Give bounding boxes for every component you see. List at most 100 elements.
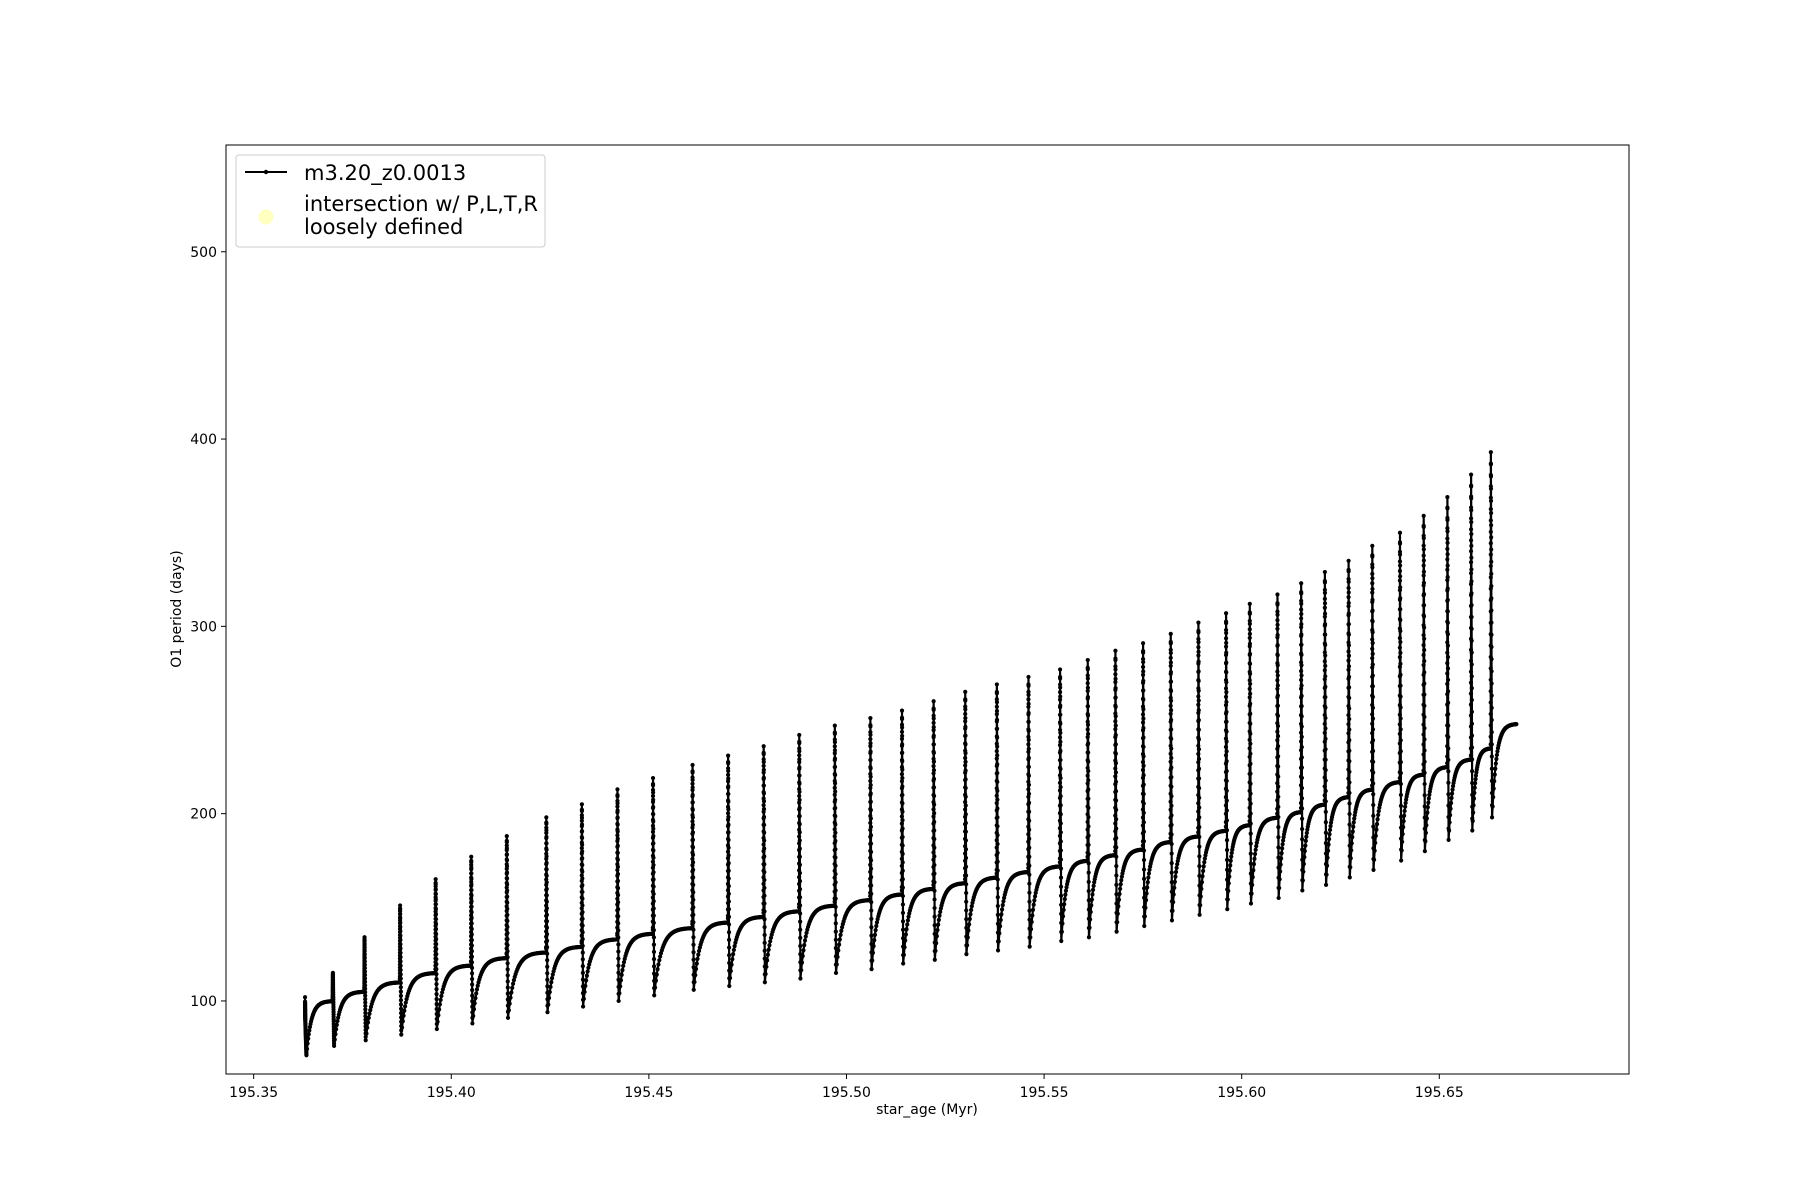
- data-point: [1224, 680, 1229, 685]
- data-point: [1085, 722, 1091, 727]
- data-point: [544, 906, 549, 911]
- data-point: [964, 917, 969, 922]
- data-point: [1223, 644, 1229, 649]
- data-point: [1276, 825, 1281, 830]
- data-point: [505, 1015, 511, 1020]
- data-point: [615, 864, 620, 870]
- data-point: [434, 996, 439, 1002]
- data-point: [505, 936, 510, 942]
- data-point: [1199, 880, 1205, 885]
- data-point: [1370, 712, 1375, 717]
- data-point: [1469, 709, 1474, 714]
- data-point: [963, 768, 968, 773]
- data-point: [1397, 578, 1403, 583]
- data-point: [1370, 640, 1375, 646]
- data-point: [1196, 708, 1201, 713]
- data-point: [1113, 770, 1119, 775]
- data-point: [1421, 513, 1426, 518]
- data-point: [868, 799, 873, 804]
- data-point: [963, 803, 968, 808]
- data-point: [1346, 776, 1351, 781]
- data-point: [583, 983, 588, 988]
- data-point: [900, 927, 906, 932]
- data-point: [1397, 712, 1402, 717]
- data-point: [726, 853, 731, 858]
- data-point: [1446, 792, 1451, 797]
- data-point: [833, 880, 838, 885]
- data-point: [963, 812, 968, 817]
- data-point: [1488, 746, 1493, 751]
- data-point: [621, 963, 626, 969]
- data-point: [1469, 626, 1474, 631]
- data-point: [1322, 605, 1327, 610]
- data-point: [1322, 622, 1328, 627]
- data-point: [473, 995, 478, 1001]
- data-point: [690, 852, 696, 857]
- data-point: [1326, 836, 1332, 842]
- data-point: [870, 958, 875, 963]
- data-point: [1347, 790, 1352, 796]
- data-point: [690, 770, 695, 775]
- data-point: [1251, 868, 1256, 873]
- data-point: [1248, 771, 1253, 776]
- data-point: [1058, 694, 1063, 699]
- data-point: [1196, 630, 1201, 635]
- data-point: [1370, 651, 1375, 656]
- data-point: [801, 948, 806, 953]
- data-point: [1370, 656, 1375, 661]
- data-point: [1370, 586, 1375, 592]
- data-point: [797, 838, 802, 843]
- data-point: [1027, 854, 1032, 859]
- data-point: [899, 729, 905, 734]
- data-point: [1323, 726, 1328, 731]
- data-point: [615, 896, 620, 901]
- data-point: [932, 845, 937, 850]
- data-point: [1488, 734, 1493, 739]
- data-point: [962, 877, 968, 882]
- data-point: [994, 749, 999, 754]
- data-point: [1299, 625, 1304, 630]
- data-point: [651, 826, 656, 831]
- data-point: [1196, 756, 1202, 762]
- data-point: [398, 924, 403, 930]
- data-point: [1489, 583, 1494, 589]
- data-point: [690, 830, 696, 835]
- data-point: [1085, 667, 1090, 672]
- data-point: [398, 963, 403, 968]
- data-point: [1196, 698, 1201, 703]
- data-point: [651, 942, 657, 947]
- data-point: [1141, 876, 1147, 882]
- data-point: [1141, 867, 1147, 872]
- data-point: [1421, 662, 1426, 668]
- data-point: [1398, 770, 1403, 776]
- y-axis-title: O1 period (days): [169, 550, 185, 667]
- data-point: [1168, 835, 1173, 841]
- data-point: [1422, 670, 1427, 675]
- data-point: [304, 1046, 310, 1052]
- data-point: [1275, 683, 1280, 688]
- data-point: [1370, 738, 1376, 743]
- data-point: [616, 935, 621, 940]
- data-point: [471, 1013, 476, 1018]
- data-point: [1302, 855, 1307, 860]
- data-point: [398, 989, 403, 994]
- data-point: [1299, 673, 1304, 678]
- data-point: [1276, 845, 1281, 850]
- data-point: [1227, 874, 1232, 879]
- data-point: [1114, 864, 1119, 869]
- data-point: [1223, 703, 1229, 708]
- data-point: [1114, 817, 1119, 822]
- data-point: [1057, 826, 1063, 831]
- data-point: [1421, 732, 1426, 737]
- data-point: [965, 935, 970, 940]
- data-point: [869, 916, 874, 922]
- data-point: [1397, 775, 1402, 781]
- data-point: [1113, 789, 1119, 794]
- data-point: [725, 849, 731, 854]
- data-point: [1086, 805, 1091, 811]
- data-point: [873, 928, 878, 933]
- data-point: [1422, 737, 1427, 742]
- data-point: [1398, 781, 1403, 787]
- data-point: [868, 791, 873, 796]
- data-point: [726, 891, 731, 896]
